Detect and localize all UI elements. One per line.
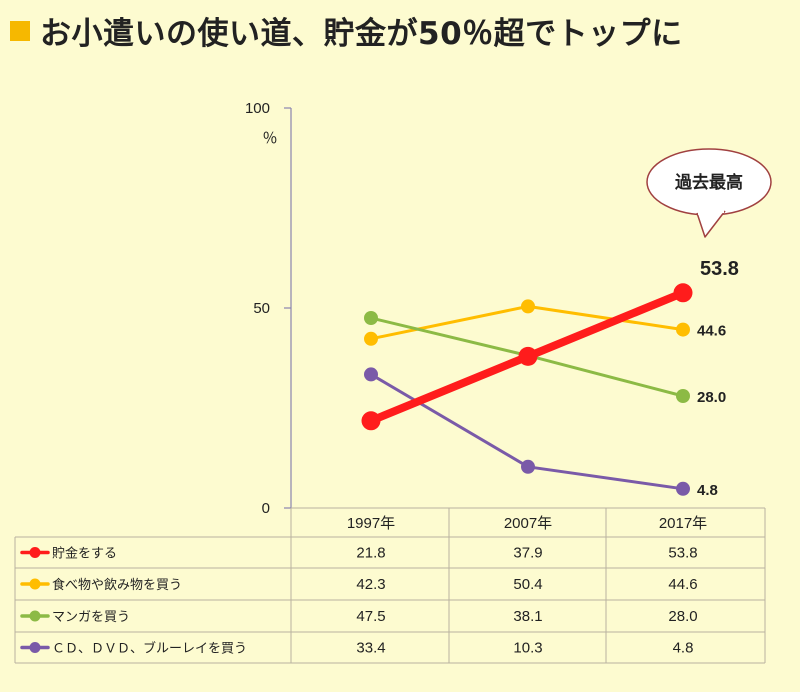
table-cell: 37.9 — [513, 545, 542, 562]
y-tick-label: 100 — [245, 100, 270, 117]
data-point — [518, 346, 538, 366]
data-point — [676, 322, 690, 337]
data-point — [676, 389, 690, 403]
end-value-label: 4.8 — [697, 482, 718, 499]
callout-tail — [696, 210, 726, 238]
legend-marker — [29, 547, 41, 558]
table-cell: 53.8 — [668, 545, 697, 562]
table-header-cell: 2007年 — [504, 515, 552, 532]
legend-label: マンガを買う — [52, 610, 130, 625]
data-point — [676, 481, 690, 496]
table-cell: 28.0 — [668, 608, 697, 625]
data-point — [361, 411, 381, 431]
title-marker — [10, 20, 30, 41]
data-point — [521, 459, 535, 474]
chart-title: お小遣いの使い道、貯金が50％超でトップに — [40, 16, 683, 52]
data-point — [521, 299, 535, 314]
legend-label: 貯金をする — [52, 546, 117, 562]
table-cell: 42.3 — [356, 576, 385, 593]
table-cell: 44.6 — [668, 576, 697, 593]
data-point — [364, 367, 378, 382]
table-cell: 50.4 — [513, 576, 542, 593]
data-point — [364, 331, 378, 346]
legend-marker — [29, 578, 41, 590]
end-value-label: 44.6 — [697, 323, 726, 340]
table-header-cell: 2017年 — [659, 515, 707, 532]
y-tick-label: 50 — [253, 300, 270, 317]
table-cell: 38.1 — [513, 608, 542, 625]
callout-tail-mask — [697, 210, 725, 215]
legend-label: ＣＤ、ＤＶＤ、ブルーレイを買う — [52, 641, 247, 657]
end-value-label: 28.0 — [697, 389, 726, 406]
table-cell: 21.8 — [356, 545, 385, 562]
y-unit-label: ％ — [262, 130, 277, 147]
table-cell: 33.4 — [356, 640, 385, 657]
legend-label: 食べ物や飲み物を買う — [52, 577, 182, 593]
table-cell: 47.5 — [356, 608, 385, 625]
table-cell: 4.8 — [673, 640, 694, 657]
end-value-label: 53.8 — [700, 258, 739, 280]
table-header-cell: 1997年 — [347, 515, 395, 532]
chart-title-block: お小遣いの使い道、貯金が50％超でトップに — [10, 8, 683, 53]
data-point — [673, 283, 693, 303]
callout-text: 過去最高 — [675, 172, 743, 193]
y-tick-label: 0 — [262, 500, 270, 517]
legend-marker — [29, 642, 41, 653]
legend-marker — [29, 610, 41, 622]
data-point — [364, 311, 378, 325]
table-cell: 10.3 — [513, 640, 542, 657]
